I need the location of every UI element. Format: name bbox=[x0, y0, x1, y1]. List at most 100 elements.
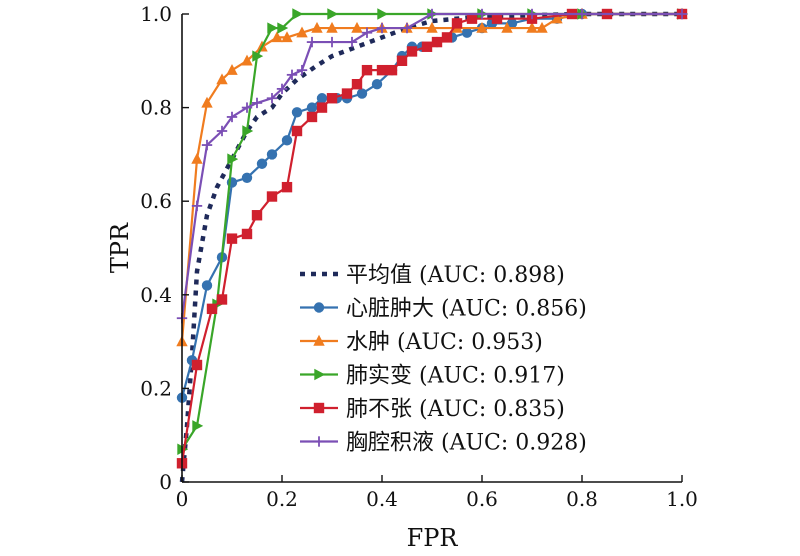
series-point bbox=[266, 149, 278, 160]
series-point bbox=[476, 8, 488, 20]
series-point bbox=[316, 93, 328, 104]
series-point bbox=[291, 125, 303, 137]
series-point bbox=[676, 8, 688, 20]
x-tick-label: 0.8 bbox=[566, 487, 598, 511]
legend-marker bbox=[313, 302, 325, 313]
series-point bbox=[286, 69, 298, 81]
legend-marker bbox=[313, 436, 325, 447]
series-5 bbox=[176, 8, 688, 324]
series-point bbox=[326, 21, 338, 33]
series-point bbox=[296, 26, 308, 38]
series-point bbox=[306, 36, 318, 48]
series-point bbox=[266, 93, 278, 104]
legend-item: 肺实变 (AUC: 0.917) bbox=[300, 364, 565, 389]
series-point bbox=[251, 97, 263, 109]
series-point bbox=[291, 107, 303, 118]
series-point bbox=[227, 153, 239, 165]
series-point bbox=[426, 21, 438, 33]
series-point bbox=[241, 102, 253, 113]
legend-marker bbox=[313, 402, 325, 414]
series-point bbox=[406, 46, 418, 57]
series-point bbox=[576, 8, 588, 20]
legend-label: 胸腔积液 (AUC: 0.928) bbox=[346, 431, 587, 456]
series-point bbox=[396, 55, 408, 66]
series-point bbox=[326, 36, 338, 48]
series-point bbox=[526, 8, 538, 20]
series-line bbox=[180, 12, 682, 319]
series-point bbox=[281, 135, 293, 146]
legend-label: 心脏肿大 (AUC: 0.856) bbox=[346, 297, 587, 322]
series-point bbox=[536, 21, 548, 33]
series-point bbox=[466, 13, 478, 24]
series-point bbox=[281, 181, 293, 193]
series-line bbox=[180, 12, 682, 464]
series-point bbox=[242, 125, 254, 137]
series-point bbox=[252, 50, 264, 62]
series-point bbox=[296, 64, 308, 76]
series-point bbox=[241, 172, 253, 183]
series-point bbox=[386, 64, 398, 76]
series-point bbox=[306, 111, 318, 123]
series-point bbox=[251, 210, 263, 221]
series-point bbox=[226, 233, 238, 244]
plot-layer bbox=[176, 7, 689, 483]
series-point bbox=[201, 96, 213, 108]
legend-label: 肺不张 (AUC: 0.835) bbox=[346, 397, 565, 422]
series-point bbox=[426, 8, 438, 20]
series-point bbox=[266, 191, 278, 202]
legend-label: 平均值 (AUC: 0.898) bbox=[346, 263, 565, 288]
x-tick-label: 0.4 bbox=[366, 487, 398, 511]
x-tick-label: 0 bbox=[176, 487, 189, 511]
series-point bbox=[341, 88, 353, 99]
series-point bbox=[276, 83, 288, 95]
series-point bbox=[351, 79, 363, 90]
series-point bbox=[311, 21, 323, 33]
series-point bbox=[267, 22, 279, 34]
legend-label: 肺实变 (AUC: 0.917) bbox=[346, 364, 565, 389]
series-point bbox=[226, 63, 238, 75]
y-tick-label: 0.4 bbox=[140, 283, 172, 307]
y-axis-title: TPR bbox=[106, 222, 134, 273]
series-point bbox=[271, 31, 283, 43]
series-point bbox=[371, 79, 383, 90]
x-tick-label: 0.6 bbox=[466, 487, 498, 511]
y-tick-label: 0.8 bbox=[140, 96, 172, 120]
x-tick-label: 0.2 bbox=[266, 487, 298, 511]
legend-item: 肺不张 (AUC: 0.835) bbox=[300, 397, 565, 422]
series-point bbox=[476, 21, 488, 33]
series-point bbox=[206, 303, 218, 315]
series-point bbox=[376, 22, 388, 34]
series-point bbox=[292, 8, 304, 20]
legend-marker bbox=[313, 334, 325, 346]
series-point bbox=[346, 36, 358, 48]
x-axis-title: FPR bbox=[407, 524, 459, 552]
x-tick-label: 1.0 bbox=[666, 487, 698, 511]
series-point bbox=[241, 228, 253, 240]
series-point bbox=[192, 420, 204, 432]
legend: 平均值 (AUC: 0.898) 心脏肿大 (AUC: 0.856) 水肿 (AUC… bbox=[300, 263, 587, 456]
series-point bbox=[551, 12, 563, 24]
y-tick-label: 0 bbox=[159, 470, 172, 494]
series-point bbox=[201, 139, 213, 151]
legend-item: 心脏肿大 (AUC: 0.856) bbox=[300, 297, 587, 322]
series-point bbox=[216, 125, 228, 137]
series-point bbox=[326, 93, 338, 104]
series-point bbox=[351, 21, 363, 33]
legend-label: 水肿 (AUC: 0.953) bbox=[346, 330, 543, 355]
series-point bbox=[327, 8, 339, 20]
series-point bbox=[191, 359, 203, 371]
legend-marker bbox=[314, 368, 326, 381]
series-point bbox=[306, 102, 318, 113]
legend-item: 水肿 (AUC: 0.953) bbox=[300, 330, 543, 355]
series-point bbox=[461, 27, 473, 38]
series-point bbox=[451, 18, 463, 29]
y-tick-label: 0.6 bbox=[140, 189, 172, 213]
series-point bbox=[226, 111, 238, 123]
series-point bbox=[256, 158, 268, 169]
series-point bbox=[316, 102, 328, 113]
y-tick-label: 1.0 bbox=[140, 2, 172, 26]
series-point bbox=[216, 73, 228, 85]
series-point bbox=[216, 294, 228, 305]
